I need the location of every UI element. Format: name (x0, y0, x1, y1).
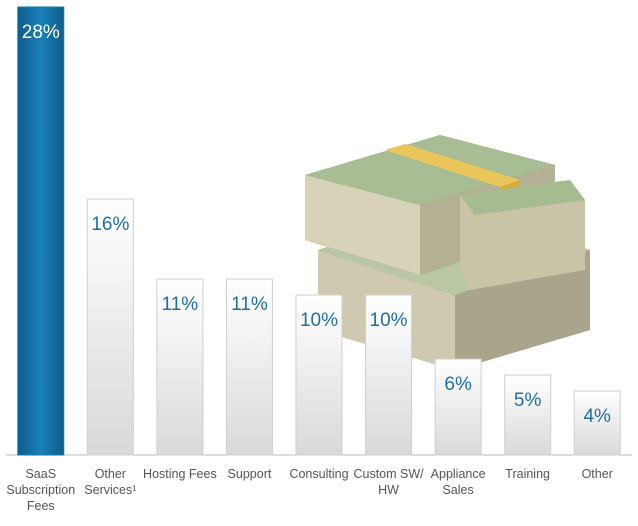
bar (86, 198, 134, 456)
value-label: 11% (162, 294, 199, 315)
value-label: 11% (231, 294, 268, 315)
bar (295, 294, 343, 456)
bar (573, 390, 621, 456)
value-label: 4% (583, 406, 611, 427)
money-illustration (305, 135, 590, 370)
value-label: 16% (91, 214, 129, 235)
x-tick-label: Appliance Sales (430, 467, 486, 497)
bar (504, 374, 552, 456)
x-tick-label: Consulting (289, 467, 349, 481)
value-label: 5% (514, 390, 542, 411)
bar (17, 6, 65, 456)
x-tick-label: Support (227, 467, 272, 481)
bar (225, 278, 273, 456)
value-label: 10% (370, 310, 408, 331)
bar (156, 278, 204, 456)
x-tick-label: Other Services¹ (84, 467, 137, 497)
x-tick-label: Training (505, 467, 550, 481)
x-tick-label: SaaS Subscription Fees (6, 467, 76, 513)
bar (365, 294, 413, 456)
value-label: 6% (444, 374, 472, 395)
value-label: 10% (300, 310, 338, 331)
x-tick-label: Custom SW/ HW (353, 467, 424, 497)
x-tick-label: Hosting Fees (143, 467, 217, 481)
value-label: 28% (22, 22, 60, 43)
bar (434, 358, 482, 456)
x-tick-label: Other (581, 467, 613, 481)
